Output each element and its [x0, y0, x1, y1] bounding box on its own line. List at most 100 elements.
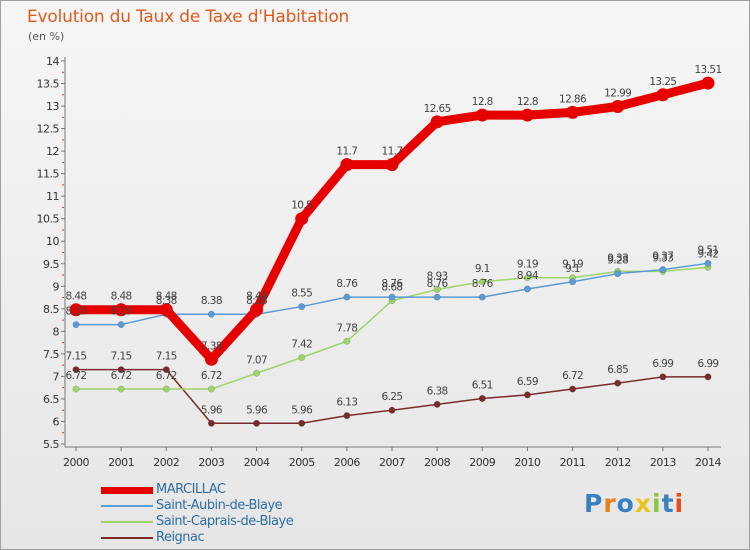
data-label: 6.72 [156, 370, 177, 382]
data-label: 9.42 [698, 248, 719, 260]
data-point [298, 303, 306, 311]
logo-letter: r [603, 489, 617, 518]
data-point [343, 412, 351, 420]
data-label: 9.37 [652, 251, 673, 263]
data-point [72, 385, 80, 393]
data-point [114, 303, 128, 317]
data-label: 7.15 [66, 351, 87, 363]
data-label: 5.96 [246, 404, 268, 416]
data-point [523, 391, 531, 399]
data-label: 8.38 [156, 295, 177, 307]
data-label: 8.15 [66, 306, 87, 318]
chart-subtitle: (en %) [28, 30, 65, 43]
data-label: 7.78 [336, 322, 357, 334]
logo-letter: i [674, 489, 685, 518]
data-label: 8.94 [517, 270, 539, 282]
data-point [207, 419, 215, 427]
data-label: 8.48 [246, 291, 267, 303]
x-tick-label: 2003 [198, 456, 224, 469]
data-point [523, 285, 531, 293]
data-point [704, 373, 712, 381]
data-point [298, 354, 306, 361]
data-point [340, 158, 354, 172]
data-label: 6.13 [336, 397, 357, 409]
y-tick-label: 8.5 [43, 303, 59, 316]
data-point [659, 266, 667, 274]
data-point [475, 108, 489, 122]
y-tick-label: 7 [53, 370, 60, 383]
data-label: 8.76 [336, 278, 358, 290]
data-label: 8.93 [427, 270, 448, 282]
data-label: 8.55 [291, 288, 312, 300]
data-label: 8.38 [201, 295, 222, 307]
data-point [207, 310, 215, 318]
y-tick-label: 12 [46, 145, 59, 158]
x-tick-label: 2009 [469, 456, 495, 469]
data-point [704, 259, 712, 267]
data-label: 6.72 [562, 370, 583, 382]
data-point [656, 88, 670, 102]
data-point [162, 366, 170, 374]
data-label: 8.76 [472, 278, 494, 290]
data-label: 8.76 [427, 278, 449, 290]
data-point [478, 395, 486, 402]
data-label: 11.7 [336, 146, 357, 158]
data-point [250, 303, 264, 317]
legend-swatch [101, 487, 153, 494]
data-point [385, 158, 399, 172]
x-tick-label: 2008 [424, 456, 450, 469]
x-tick-label: 2007 [379, 456, 405, 469]
data-label: 9.28 [607, 255, 628, 267]
data-label: 9.51 [698, 244, 719, 256]
legend-label: Saint-Aubin-de-Blaye [156, 498, 283, 513]
data-point [433, 293, 441, 301]
x-tick-label: 2012 [605, 456, 631, 469]
data-label: 6.85 [607, 364, 628, 376]
data-label: 8.48 [156, 291, 177, 303]
x-tick-label: 2010 [514, 456, 540, 469]
x-tick-label: 2006 [334, 456, 360, 469]
y-tick-label: 6 [53, 415, 60, 428]
data-label: 6.59 [517, 376, 538, 388]
chart-title: Evolution du Taux de Taxe d'Habitation [27, 7, 350, 27]
data-label: 7.15 [111, 351, 132, 363]
y-tick-label: 11 [46, 190, 59, 203]
data-label: 8.15 [111, 306, 132, 318]
data-point [72, 321, 80, 329]
data-point [569, 278, 577, 286]
x-tick-label: 2005 [289, 456, 315, 469]
data-label: 9.1 [475, 263, 490, 275]
data-point [69, 303, 83, 317]
data-point [207, 385, 215, 393]
data-point [614, 379, 622, 387]
y-tick-label: 9 [53, 280, 60, 293]
y-tick-label: 12.5 [37, 123, 60, 136]
logo-letter: i [652, 489, 662, 518]
logo-letter: P [584, 489, 604, 518]
legend-label: Saint-Caprais-de-Blaye [156, 514, 294, 529]
data-point [298, 419, 306, 427]
y-tick-label: 7.5 [43, 348, 59, 361]
data-label: 13.25 [649, 76, 676, 88]
data-point [159, 303, 173, 317]
legend-swatch [101, 537, 153, 539]
y-tick-label: 9.5 [43, 258, 59, 271]
x-tick-label: 2011 [560, 456, 586, 469]
y-tick-label: 6.5 [43, 393, 59, 406]
data-label: 8.38 [246, 295, 267, 307]
y-tick-label: 10 [46, 235, 59, 248]
data-label: 7.15 [156, 351, 177, 363]
y-tick-label: 13.5 [37, 78, 60, 91]
data-label: 6.25 [382, 391, 403, 403]
logo-letter: o [616, 489, 635, 518]
data-label: 12.65 [424, 103, 451, 115]
data-label: 9.19 [562, 259, 583, 271]
data-point [433, 285, 441, 293]
data-label: 12.8 [517, 96, 538, 108]
data-point [388, 293, 396, 301]
x-tick-label: 2000 [63, 456, 89, 469]
y-tick-label: 13 [46, 100, 59, 113]
data-label: 7.07 [246, 354, 267, 366]
data-point [343, 337, 351, 345]
data-label: 9.33 [652, 252, 673, 264]
